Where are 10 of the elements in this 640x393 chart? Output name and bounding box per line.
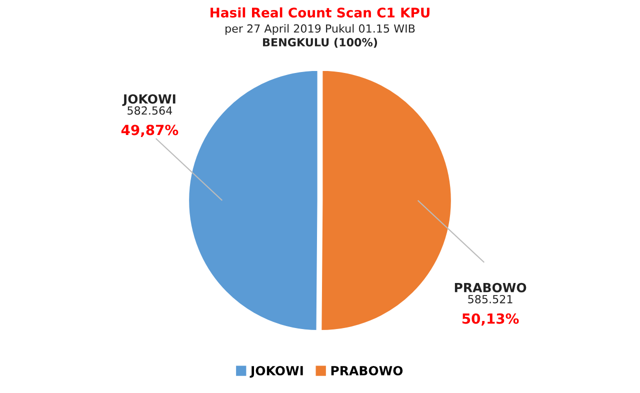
data-label: 582.564 (128, 106, 172, 115)
text: 50,13% (462, 313, 519, 326)
chart-title: Hasil Real Count Scan C1 KPU (210, 7, 430, 18)
text: 49,87% (121, 124, 178, 137)
slice-label: JOKOWI (122, 94, 176, 106)
slice-label: PRABOWO (454, 282, 526, 292)
chart-subtitle: per 27 April 2019 Pukul 01.15 WIB BENGKULU (100%) (226, 24, 415, 48)
legend-label: PRABOWO (331, 366, 403, 376)
legend-label: JOKOWI (250, 366, 303, 378)
data-label: 585.521 (468, 294, 512, 304)
